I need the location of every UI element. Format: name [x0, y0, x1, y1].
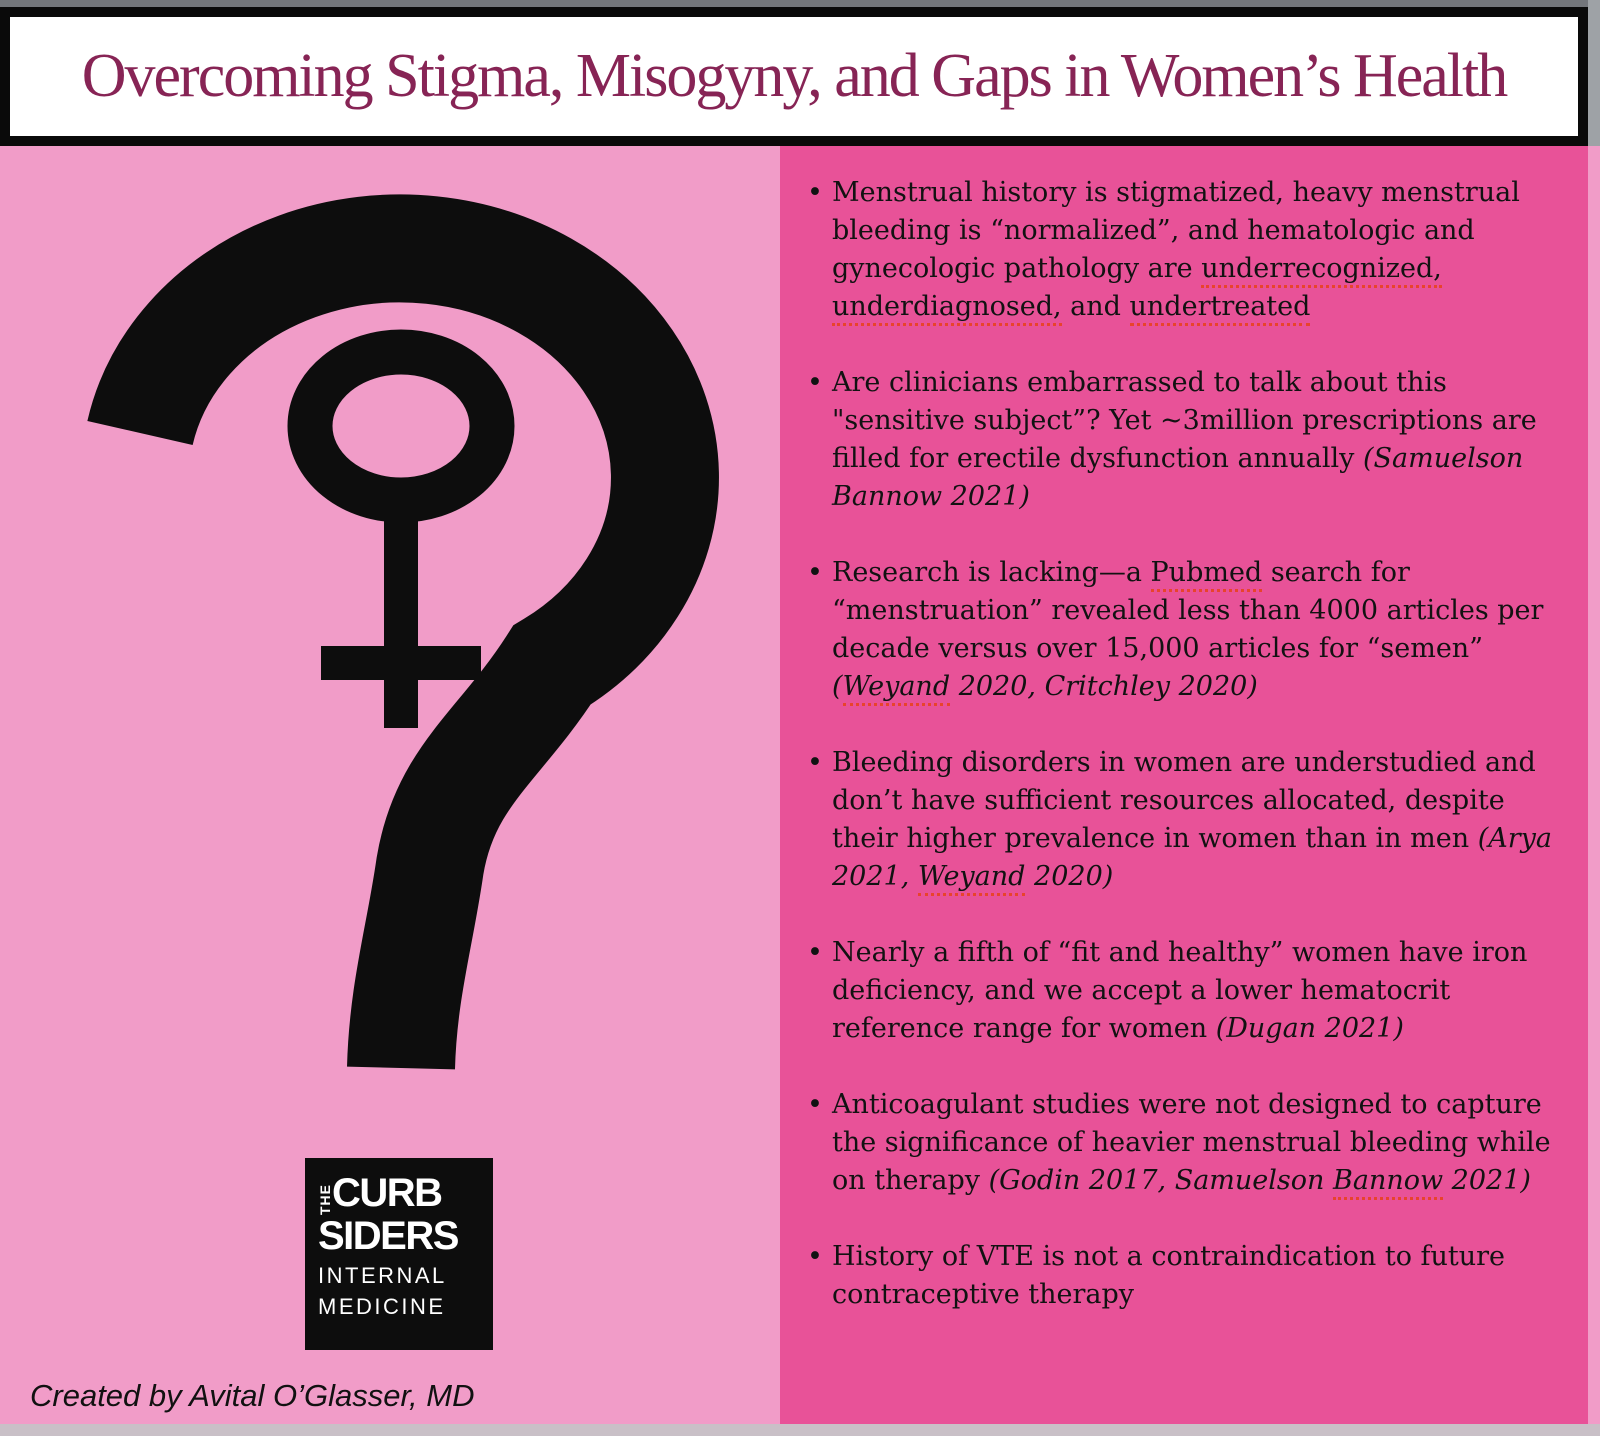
bullet-item: • Are clinicians embarrassed to talk abou…	[807, 364, 1560, 516]
bullet-text: Bleeding disorders in women are understu…	[832, 744, 1560, 896]
bullet-item: • Research is lacking—a Pubmed search for…	[807, 554, 1560, 706]
question-mark-shape	[87, 194, 719, 1070]
bullet-item: • Menstrual history is stigmatized, heavy…	[807, 174, 1560, 326]
window-bottom-edge	[0, 1424, 1600, 1436]
bullet-text: Menstrual history is stigmatized, heavy …	[832, 174, 1560, 326]
female-symbol-crossbar	[321, 646, 481, 680]
bullet-text: Research is lacking—a Pubmed search for …	[832, 554, 1560, 706]
bullet-marker: •	[807, 1241, 823, 1272]
bullet-marker: •	[807, 557, 823, 588]
bullet-list: • Menstrual history is stigmatized, heavy…	[807, 174, 1560, 1314]
logo-medicine-label: MEDICINE	[318, 1293, 446, 1319]
bullet-marker: •	[807, 367, 823, 398]
logo-the-label: THE	[317, 1184, 333, 1215]
bullet-text: Are clinicians embarrassed to talk about…	[832, 367, 1537, 512]
bullet-item: • Nearly a fifth of “fit and healthy” wom…	[807, 934, 1560, 1048]
bullet-item: • Anticoagulant studies were not designed…	[807, 1086, 1560, 1200]
credit-text: Created by Avital O’Glasser, MD	[30, 1378, 475, 1413]
bullet-marker: •	[807, 177, 823, 208]
left-panel: THE CURB SIDERS INTERNAL MEDICINE Create…	[0, 146, 780, 1424]
bullet-text: Nearly a fifth of “fit and healthy” wome…	[832, 937, 1528, 1044]
bullet-marker: •	[807, 937, 823, 968]
right-edge-strip	[1588, 146, 1600, 1424]
bullet-text: Anticoagulant studies were not designed …	[832, 1086, 1560, 1200]
window-top-edge	[0, 0, 1600, 7]
bullet-marker: •	[807, 747, 823, 778]
female-symbol-ring	[287, 329, 515, 523]
logo-row: THE CURB	[317, 1171, 480, 1215]
question-mark-female-graphic	[87, 194, 719, 1070]
bullet-panel: • Menstrual history is stigmatized, heavy…	[780, 146, 1588, 1424]
logo-internal-label: INTERNAL	[318, 1263, 447, 1289]
logo-curb-label: CURB	[332, 1171, 443, 1215]
curbsiders-logo: THE CURB SIDERS INTERNAL MEDICINE	[305, 1158, 493, 1350]
bullet-item: • History of VTE is not a contraindicatio…	[807, 1238, 1560, 1314]
title-banner: Overcoming Stigma, Misogyny, and Gaps in…	[0, 7, 1588, 146]
bullet-marker: •	[807, 1089, 823, 1120]
bullet-item: • Bleeding disorders in women are underst…	[807, 744, 1560, 896]
page-title: Overcoming Stigma, Misogyny, and Gaps in…	[81, 42, 1508, 110]
bullet-text: History of VTE is not a contraindication…	[832, 1241, 1506, 1310]
logo-siders-label: SIDERS	[318, 1214, 459, 1258]
female-symbol-stem	[384, 502, 418, 728]
window-right-edge	[1588, 0, 1600, 146]
